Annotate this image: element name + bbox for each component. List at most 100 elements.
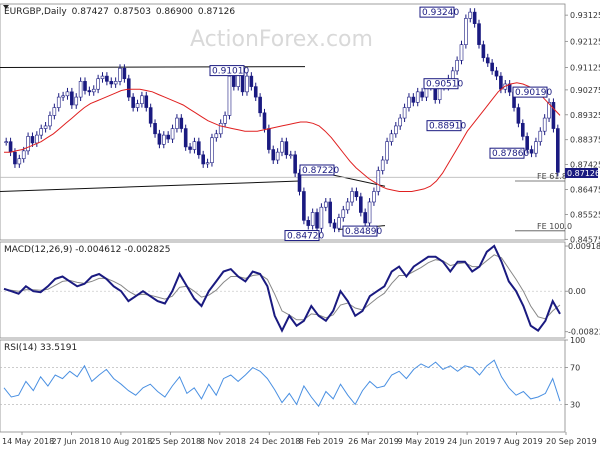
candle-body [534,141,538,154]
price-tick-label: 0.89325 [570,111,600,120]
candle-body [61,95,65,98]
candle-body [420,91,424,98]
candle-body [271,149,276,161]
candle-body [350,191,354,203]
candle-body [109,81,114,85]
candle-body [166,134,170,140]
candle-body [126,78,131,98]
candle-body [39,128,44,136]
annotation-label: 0.90190 [515,88,552,98]
date-tick-label: 24 Dec 2018 [249,437,300,446]
candle-body [74,96,79,106]
ohlc-high: 0.87503 [114,7,151,17]
candle-body [477,23,481,45]
candle-body [30,136,35,144]
date-tick-label: 7 Aug 2019 [497,437,543,446]
candle-body [516,107,521,124]
fe-label: FE 100.0 [537,222,572,231]
rsi-axis-ticks: 100 70 30 [565,336,585,409]
candle-body [288,154,293,157]
annotation-label: 0.87860 [492,149,529,159]
annotation-0.91010: 0.91010 [209,65,249,77]
candle-body [380,159,385,171]
candle-body [192,141,197,150]
candle-body [490,62,494,72]
candle-body [529,149,534,154]
candle-body [56,96,61,108]
candle-body [105,75,109,82]
candle-body [205,162,210,165]
last-price-label: 0.87126 [567,169,600,178]
annotation-0.88910: 0.88910 [426,120,466,132]
annotation-0.93240: 0.93240 [419,6,459,18]
candle-body [70,91,74,106]
candle-body [170,128,175,140]
price-tick-label: 0.86475 [570,186,600,195]
candle-body [367,201,372,224]
candle-body [332,222,337,229]
macd-tick-label: -0.008225 [568,328,600,337]
candle-body [87,90,92,93]
candle-body [35,134,39,144]
annotation-box [426,120,462,132]
ohlc-low: 0.86900 [156,7,193,17]
candle-body [17,158,22,165]
annotation-box [423,78,459,90]
annotation-box [284,230,320,242]
candle-body [450,70,455,80]
date-tick-label: 24 Jun 2019 [447,437,495,446]
candle-body [197,141,201,156]
candle-body [153,123,157,135]
candle-body [284,141,289,156]
annotation-box [342,225,378,237]
candle-body [363,212,367,224]
macd-axis-ticks: 0.009181 0.00 -0.008225 [565,242,600,337]
annotation-label: 0.93240 [422,8,459,18]
watermark: ActionForex.com [190,27,373,52]
candle-body [245,75,249,93]
macd-tick-label: 0.00 [568,287,586,296]
date-tick-label: 8 Feb 2019 [299,437,344,446]
candle-body [131,96,135,108]
candle-body [253,86,258,98]
candle-body [275,151,280,161]
chart-title: EURGBP,Daily [4,7,67,17]
annotation-box [209,65,245,77]
candle-body [135,103,140,108]
candle-body [157,133,162,145]
candle-body [8,141,13,153]
candle-body [547,102,551,119]
candle-body [144,95,149,108]
last-price-marker: 0.87126 [565,168,600,178]
annotation-0.90190: 0.90190 [512,86,552,98]
candle-body [411,96,416,103]
macd-tick-label: 0.009181 [568,242,600,251]
candle-body [485,57,490,64]
candle-body [65,91,70,97]
candle-body [337,217,341,229]
chart-menu-icon[interactable] [3,5,9,9]
ohlc-open: 0.87427 [72,7,109,17]
candle-body [52,107,57,116]
rsi-tick-label: 70 [570,364,580,373]
price-tick-label: 0.92125 [570,37,600,46]
candle-body [91,88,96,93]
rsi-panel-frame [0,339,566,433]
annotation-label: 0.90510 [426,80,463,90]
upper-channel-line [0,66,306,68]
candle-body [122,67,127,80]
price-tick-label: 0.87425 [570,161,600,170]
candle-body [464,18,468,45]
date-tick-label: 14 May 2018 [2,437,54,446]
candle-body [148,107,153,124]
annotation-box [512,86,548,98]
date-tick-label: 20 Sep 2019 [546,437,597,446]
annotation-label: 0.91010 [212,67,249,77]
date-tick-label: 10 Aug 2018 [101,437,152,446]
price-axis-ticks: 0.93125 0.92125 0.91125 0.90275 0.89325 0.883… [565,11,600,244]
candle-body [398,117,403,127]
price-tick-label: 0.84575 [570,235,600,244]
annotation-label: 0.84890 [345,227,382,237]
macd-line [3,244,561,333]
